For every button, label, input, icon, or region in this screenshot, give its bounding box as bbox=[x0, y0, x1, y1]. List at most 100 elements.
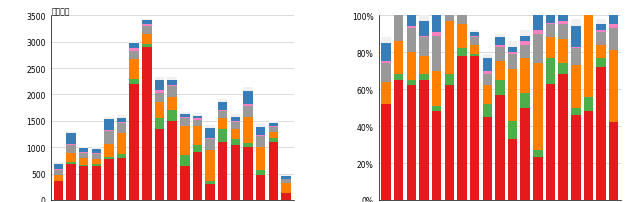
Bar bbox=[419, 36, 429, 38]
Bar bbox=[180, 166, 190, 200]
Bar bbox=[482, 86, 492, 104]
Bar bbox=[193, 120, 202, 126]
Bar bbox=[432, 36, 441, 71]
Bar bbox=[394, 13, 403, 16]
Bar bbox=[571, 27, 581, 47]
Bar bbox=[243, 106, 253, 117]
Bar bbox=[419, 57, 429, 75]
Bar bbox=[457, 49, 467, 57]
Bar bbox=[180, 115, 190, 118]
Bar bbox=[533, 158, 543, 200]
Bar bbox=[53, 175, 63, 182]
Bar bbox=[205, 184, 215, 200]
Bar bbox=[269, 124, 278, 126]
Bar bbox=[269, 138, 278, 142]
Bar bbox=[205, 182, 215, 184]
Bar bbox=[470, 36, 479, 38]
Bar bbox=[129, 49, 139, 51]
Bar bbox=[457, 57, 467, 200]
Bar bbox=[533, 31, 543, 35]
Bar bbox=[281, 179, 290, 180]
Bar bbox=[91, 154, 101, 159]
Bar bbox=[597, 58, 606, 68]
Bar bbox=[597, 31, 606, 33]
Bar bbox=[243, 105, 253, 106]
Bar bbox=[495, 38, 505, 46]
Bar bbox=[180, 155, 190, 166]
Bar bbox=[243, 92, 253, 105]
Bar bbox=[394, 0, 403, 13]
Bar bbox=[167, 85, 177, 87]
Bar bbox=[382, 104, 391, 200]
Bar bbox=[269, 133, 278, 138]
Bar bbox=[79, 166, 88, 200]
Bar bbox=[546, 84, 555, 200]
Bar bbox=[609, 51, 619, 123]
Bar bbox=[394, 80, 403, 200]
Bar bbox=[180, 118, 190, 119]
Bar bbox=[155, 91, 164, 93]
Bar bbox=[129, 51, 139, 59]
Bar bbox=[597, 20, 606, 25]
Bar bbox=[546, 38, 555, 58]
Bar bbox=[571, 49, 581, 66]
Bar bbox=[495, 47, 505, 62]
Bar bbox=[129, 84, 139, 200]
Bar bbox=[180, 126, 190, 155]
Bar bbox=[104, 117, 113, 120]
Bar bbox=[571, 115, 581, 200]
Bar bbox=[457, 3, 467, 5]
Bar bbox=[559, 7, 568, 13]
Bar bbox=[91, 147, 101, 149]
Bar bbox=[584, 14, 593, 97]
Bar bbox=[597, 46, 606, 58]
Bar bbox=[104, 144, 113, 157]
Bar bbox=[117, 154, 126, 158]
Bar bbox=[508, 53, 517, 55]
Bar bbox=[457, 13, 467, 16]
Bar bbox=[482, 117, 492, 200]
Bar bbox=[508, 69, 517, 121]
Bar bbox=[53, 169, 63, 170]
Bar bbox=[117, 118, 126, 122]
Bar bbox=[155, 119, 164, 129]
Bar bbox=[256, 136, 266, 147]
Bar bbox=[533, 35, 543, 64]
Bar bbox=[142, 27, 152, 35]
Bar bbox=[609, 25, 619, 29]
Bar bbox=[609, 123, 619, 200]
Bar bbox=[432, 0, 441, 5]
Bar bbox=[53, 182, 63, 200]
Bar bbox=[91, 166, 101, 200]
Bar bbox=[193, 145, 202, 153]
Bar bbox=[205, 125, 215, 128]
Bar bbox=[609, 29, 619, 51]
Bar bbox=[193, 119, 202, 120]
Bar bbox=[243, 147, 253, 200]
Bar bbox=[419, 80, 429, 200]
Bar bbox=[533, 64, 543, 150]
Bar bbox=[243, 88, 253, 92]
Bar bbox=[91, 149, 101, 153]
Bar bbox=[256, 147, 266, 170]
Bar bbox=[142, 48, 152, 200]
Bar bbox=[167, 78, 177, 80]
Bar bbox=[231, 123, 240, 129]
Bar bbox=[559, 22, 568, 25]
Bar bbox=[117, 115, 126, 118]
Bar bbox=[256, 135, 266, 136]
Bar bbox=[444, 75, 454, 86]
Bar bbox=[79, 147, 88, 148]
Bar bbox=[571, 20, 581, 27]
Bar bbox=[218, 112, 228, 119]
Bar bbox=[521, 108, 530, 200]
Bar bbox=[571, 108, 581, 115]
Bar bbox=[546, 23, 555, 25]
Bar bbox=[193, 116, 202, 119]
Bar bbox=[155, 80, 164, 91]
Bar bbox=[205, 139, 215, 140]
Bar bbox=[129, 59, 139, 79]
Bar bbox=[482, 71, 492, 75]
Bar bbox=[394, 75, 403, 80]
Bar bbox=[269, 121, 278, 124]
